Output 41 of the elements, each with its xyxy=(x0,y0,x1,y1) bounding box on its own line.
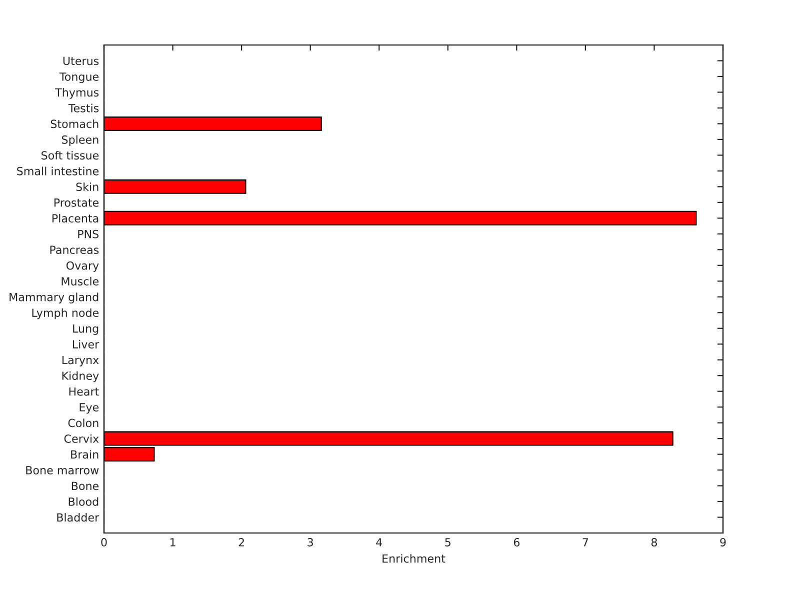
x-tick-label: 4 xyxy=(376,538,382,546)
y-tick-label: Skin xyxy=(76,182,98,192)
y-tick-label: Stomach xyxy=(50,119,98,128)
y-tick-label: Spleen xyxy=(62,135,98,146)
y-tick-label: Small intestine xyxy=(17,166,99,176)
y-tick-label: Pancreas xyxy=(50,246,99,254)
y-tick-label: Brain xyxy=(71,450,98,459)
x-tick-label: 8 xyxy=(651,538,657,546)
x-tick-label: 0 xyxy=(101,538,107,546)
y-tick-label: Blood xyxy=(68,497,98,506)
y-tick-label: Bone xyxy=(72,482,99,490)
y-tick-label: Uterus xyxy=(63,56,99,66)
x-tick-label: 1 xyxy=(170,538,176,546)
y-tick-label: Placenta xyxy=(52,214,98,223)
x-tick-label: 7 xyxy=(582,538,588,546)
x-tick-label: 5 xyxy=(445,538,450,546)
x-tick-label: 6 xyxy=(514,538,520,546)
x-tick-label: 3 xyxy=(308,538,313,546)
y-tick-label: Liver xyxy=(72,340,100,348)
y-tick-label: Cervix xyxy=(64,434,99,443)
y-tick-label: Lymph node xyxy=(32,308,99,320)
y-tick-label: Kidney xyxy=(62,371,99,382)
y-tick-label: Prostate xyxy=(54,198,99,207)
y-tick-label: Heart xyxy=(69,387,99,396)
y-tick-label: Bladder xyxy=(57,513,100,522)
x-axis-title: Enrichment xyxy=(382,554,446,563)
y-tick-label: PNS xyxy=(78,230,99,238)
y-tick-label: Tongue xyxy=(59,72,99,84)
y-tick-label: Eye xyxy=(80,403,99,414)
y-tick-label: Mammary gland xyxy=(10,292,98,304)
y-tick-label: Testis xyxy=(68,104,99,112)
y-tick-label: Soft tissue xyxy=(42,150,99,160)
y-tick-label: Muscle xyxy=(62,276,99,286)
x-tick-label: 9 xyxy=(720,538,726,546)
y-tick-label: Lung xyxy=(73,324,98,335)
y-tick-label: Larynx xyxy=(62,356,99,366)
y-tick-label: Bone marrow xyxy=(26,466,99,474)
x-tick-label: 2 xyxy=(238,538,244,546)
y-tick-label: Ovary xyxy=(66,261,99,272)
y-tick-label: Thymus xyxy=(55,88,99,99)
y-tick-label: Colon xyxy=(68,418,98,428)
